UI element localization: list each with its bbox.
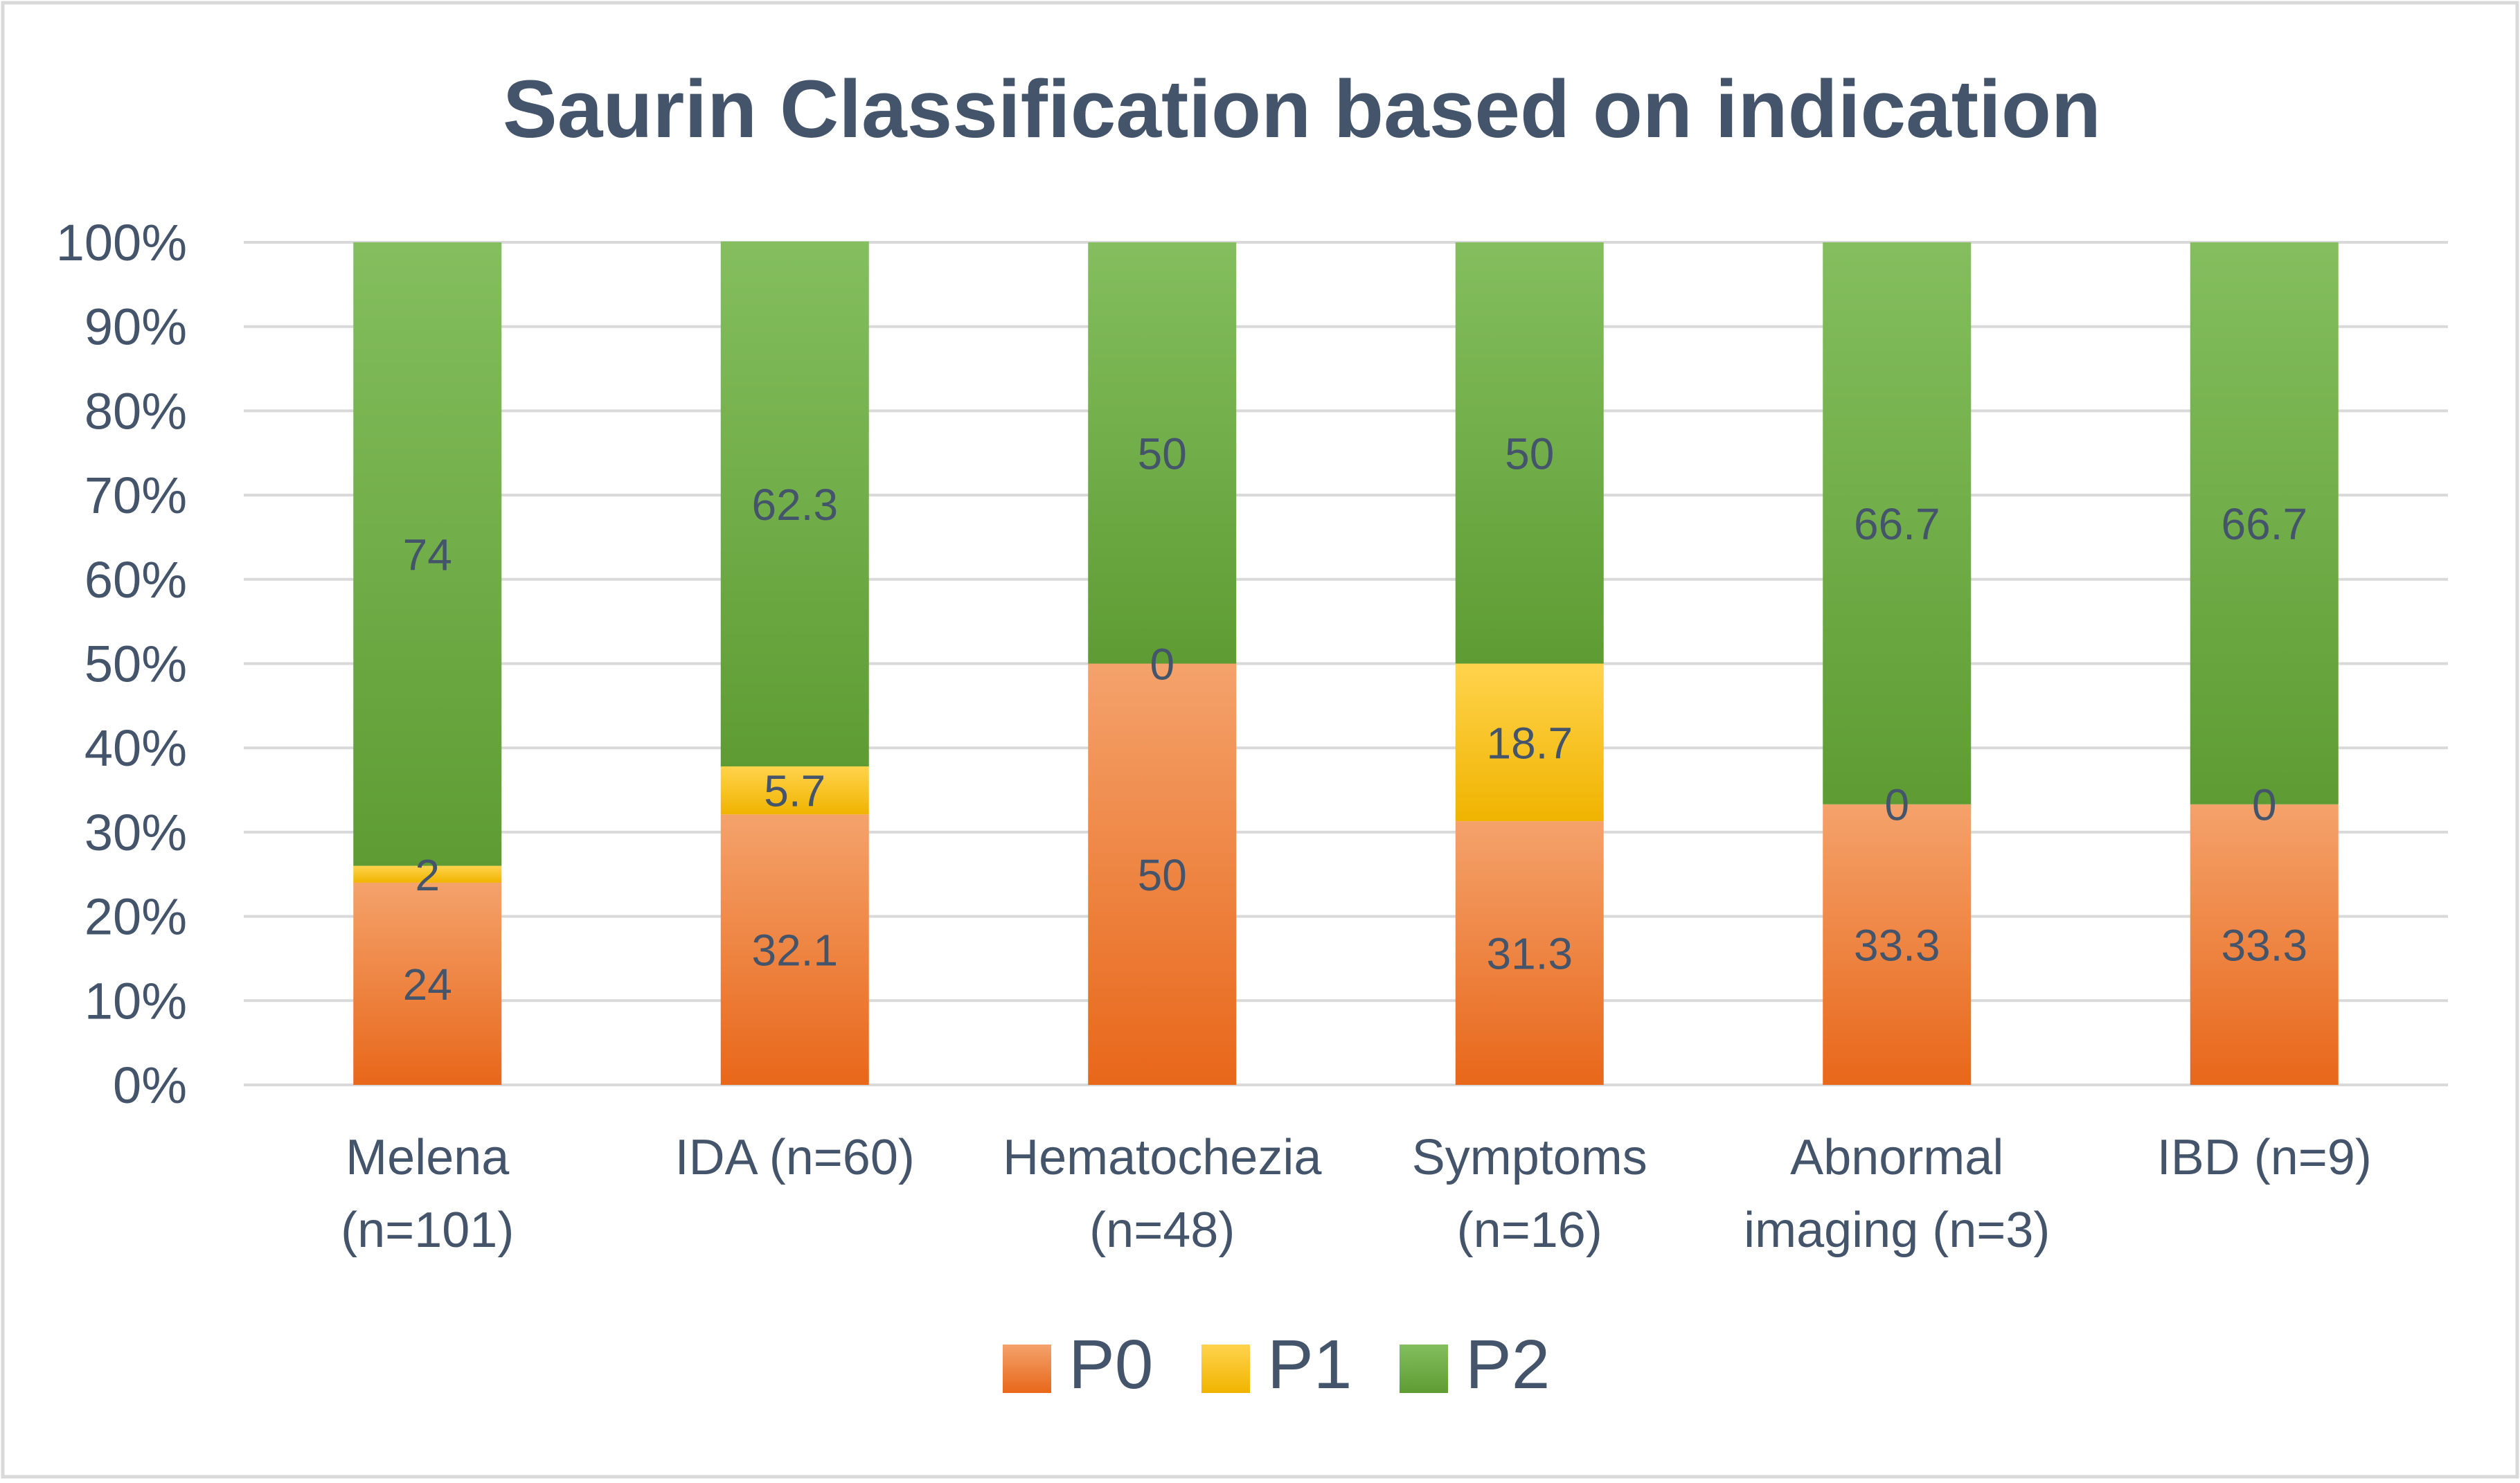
bar-segment-p2 <box>2190 242 2339 805</box>
x-category-label: IDA (n=60) <box>675 1130 915 1185</box>
y-tick-label: 10% <box>84 972 187 1030</box>
bar-segment-p2 <box>720 241 869 766</box>
gridlines <box>244 241 2448 1086</box>
bar-segment-p2 <box>1088 242 1237 664</box>
data-label: 66.7 <box>2221 499 2307 549</box>
y-tick-label: 100% <box>56 214 187 271</box>
bar-segment-p2 <box>1455 242 1604 664</box>
bar-segment-p0 <box>1088 663 1237 1085</box>
data-label: 0 <box>2252 780 2277 830</box>
data-label: 31.3 <box>1486 929 1573 979</box>
data-label: 0 <box>1884 780 1909 830</box>
bar-segment-p0 <box>1455 821 1604 1085</box>
data-label: 32.1 <box>751 926 838 976</box>
data-label: 50 <box>1138 429 1187 478</box>
x-category-label: imaging (n=3) <box>1744 1203 2050 1258</box>
legend-swatch-p1 <box>1201 1345 1250 1393</box>
y-tick-label: 40% <box>84 719 187 777</box>
y-tick-label: 50% <box>84 636 187 693</box>
data-label: 18.7 <box>1486 718 1573 768</box>
y-tick-label: 60% <box>84 551 187 609</box>
y-tick-label: 30% <box>84 804 187 861</box>
legend-swatch-p2 <box>1400 1345 1448 1393</box>
data-label: 2 <box>415 850 440 900</box>
bar-segment-p2 <box>353 242 502 866</box>
legend: P0 P1 P2 <box>1003 1326 1550 1403</box>
x-category-label: Symptoms <box>1412 1130 1647 1185</box>
data-label: 24 <box>403 960 452 1009</box>
y-axis-ticks: 0% 10% 20% 30% 40% 50% 60% 70% 80% 90% 100% <box>56 214 187 1114</box>
bars <box>353 241 2339 1085</box>
data-label: 74 <box>403 530 452 579</box>
data-label: 5.7 <box>764 766 825 816</box>
y-tick-label: 0% <box>113 1057 187 1114</box>
y-tick-label: 20% <box>84 888 187 946</box>
x-axis-categories: Melena (n=101) IDA (n=60) Hematochezia (n=48… <box>341 1130 2372 1258</box>
x-category-label: (n=16) <box>1457 1203 1602 1258</box>
data-label: 66.7 <box>1854 499 1940 549</box>
bar-segment-p0 <box>353 882 502 1085</box>
data-label: 0 <box>1150 640 1174 690</box>
y-tick-label: 90% <box>84 298 187 356</box>
data-label: 62.3 <box>751 480 838 530</box>
data-label: 50 <box>1138 850 1187 900</box>
data-labels: 24 2 74 32.1 5.7 62.3 50 0 50 31.3 18.7 50 33.3 0 66.7… <box>403 429 2307 1009</box>
x-category-label: Melena <box>346 1130 510 1185</box>
x-category-label: IBD (n=9) <box>2157 1130 2372 1185</box>
x-category-label: (n=101) <box>341 1203 514 1258</box>
bar-segment-p1 <box>720 766 869 815</box>
y-tick-label: 70% <box>84 467 187 524</box>
bar-segment-p0 <box>720 814 869 1085</box>
data-label: 50 <box>1505 429 1554 478</box>
bar-segment-p2 <box>1823 242 1972 805</box>
x-category-label: (n=48) <box>1089 1203 1235 1258</box>
chart-title: Saurin Classification based on indicatio… <box>503 64 2101 155</box>
legend-label-p2: P2 <box>1465 1326 1550 1403</box>
legend-swatch-p0 <box>1003 1345 1051 1393</box>
data-label: 33.3 <box>1854 920 1940 970</box>
y-tick-label: 80% <box>84 382 187 440</box>
data-label: 33.3 <box>2221 920 2307 970</box>
x-category-label: Abnormal <box>1790 1130 2003 1185</box>
bar-segment-p0 <box>1823 804 1972 1085</box>
bar-segment-p0 <box>2190 804 2339 1085</box>
legend-label-p0: P0 <box>1069 1326 1153 1403</box>
bar-segment-p1 <box>353 865 502 883</box>
legend-label-p1: P1 <box>1267 1326 1352 1403</box>
bar-segment-p1 <box>1455 663 1604 822</box>
x-category-label: Hematochezia <box>1003 1130 1322 1185</box>
